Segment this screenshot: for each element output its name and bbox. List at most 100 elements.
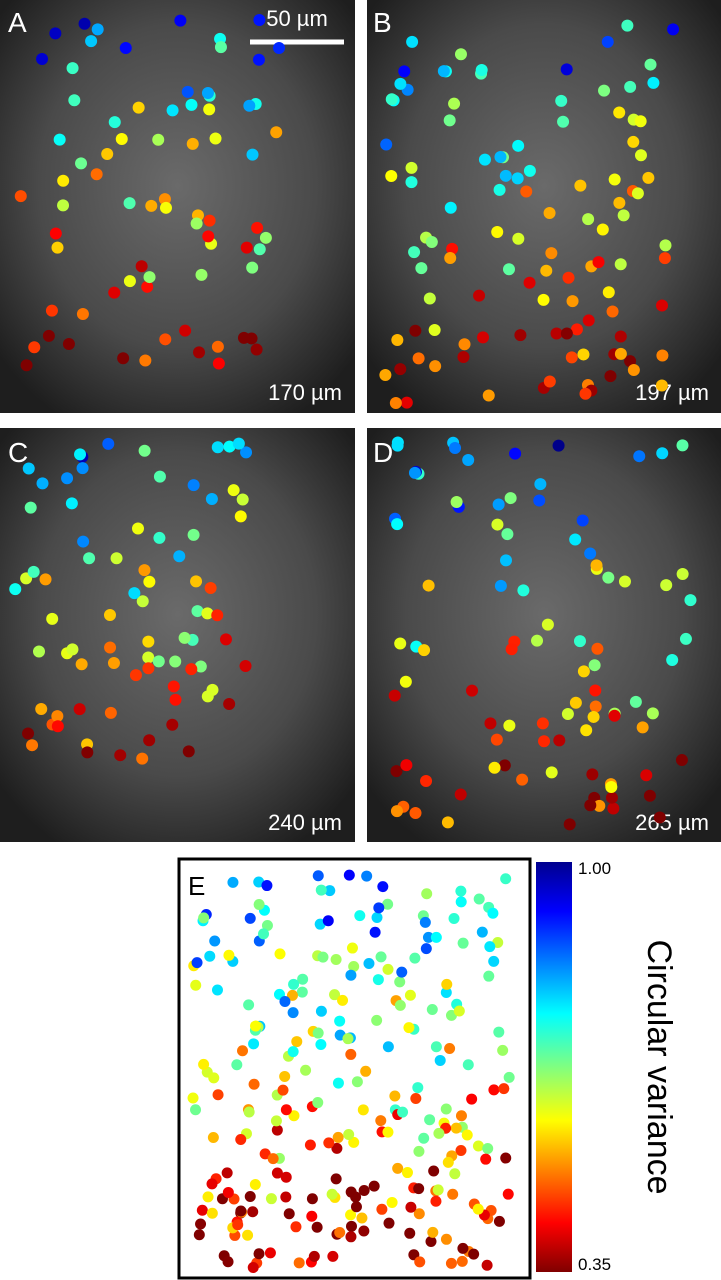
cell-dot [414, 1256, 426, 1268]
cell-dot [306, 1193, 318, 1205]
cell-dot [448, 913, 460, 925]
cell-dot [264, 1247, 276, 1259]
cell-dot [484, 941, 496, 953]
cell-dot [427, 1226, 439, 1238]
cell-dot [277, 1084, 289, 1096]
cell-dot [684, 594, 697, 607]
cell-dot [246, 148, 259, 161]
cell-dot [351, 1076, 363, 1088]
cell-dot [306, 1210, 318, 1222]
image-c [0, 428, 355, 842]
cell-dot [75, 157, 88, 170]
cell-dot [231, 1059, 243, 1071]
cell-dot [61, 472, 74, 485]
cell-dot [386, 1196, 398, 1208]
image-a [0, 0, 355, 413]
cell-dot [119, 41, 132, 54]
cell-dot [145, 199, 158, 212]
cell-dot [473, 893, 485, 905]
cell-dot [642, 171, 655, 184]
cell-dot [237, 331, 250, 344]
cell-dot [577, 665, 590, 678]
cell-dot [243, 99, 256, 112]
cell-dot [424, 1114, 436, 1126]
cell-dot [440, 1103, 452, 1115]
cell-dot [589, 684, 602, 697]
cell-dot [490, 733, 503, 746]
panel-letter: B [373, 7, 392, 38]
cell-dot [178, 631, 191, 644]
cell-dot [477, 331, 490, 344]
cell-dot [413, 1208, 425, 1220]
cell-dot [608, 709, 621, 722]
cell-dot [444, 1043, 456, 1055]
cell-dot [494, 579, 507, 592]
cell-dot [288, 1110, 300, 1122]
cell-dot [627, 363, 640, 376]
cell-dot [636, 721, 649, 734]
cell-dot [191, 957, 203, 969]
cell-dot [409, 807, 422, 820]
cell-dot [128, 587, 141, 600]
cell-dot [448, 97, 461, 110]
cell-dot [588, 659, 601, 672]
cell-dot [315, 884, 327, 896]
cell-dot [566, 295, 579, 308]
cell-dot [394, 77, 407, 90]
cell-dot [75, 658, 88, 671]
cell-dot [454, 788, 467, 801]
cell-dot [346, 942, 358, 954]
cell-dot [206, 1178, 218, 1190]
cell-dot [598, 84, 611, 97]
cell-dot [249, 1179, 261, 1191]
cell-dot [422, 931, 434, 943]
cell-dot [169, 655, 182, 668]
cell-dot [203, 103, 216, 116]
cell-dot [350, 1191, 362, 1203]
cell-dot [235, 1134, 247, 1146]
cell-dot [223, 949, 235, 961]
depth-label: 197 µm [635, 380, 709, 405]
cell-dot [283, 1208, 295, 1220]
cell-dot [308, 1250, 320, 1262]
cell-dot [538, 735, 551, 748]
cell-dot [83, 552, 96, 565]
cell-dot [208, 1072, 220, 1084]
cell-dot [212, 357, 225, 370]
cell-dot [570, 323, 583, 336]
cell-dot [205, 493, 218, 506]
cell-dot [484, 717, 497, 730]
cell-dot [280, 1104, 292, 1116]
cell-dot [143, 734, 156, 747]
cell-dot [253, 899, 265, 911]
cell-dot [592, 256, 605, 269]
cell-dot [653, 811, 666, 824]
cell-dot [502, 263, 515, 276]
cell-dot [397, 1106, 409, 1118]
cell-dot [246, 261, 259, 274]
cell-dot [375, 951, 387, 963]
cell-dot [253, 1248, 265, 1260]
cell-dot [437, 65, 450, 78]
cell-dot [627, 135, 640, 148]
cell-dot [243, 1106, 255, 1118]
cell-dot [398, 65, 411, 78]
cell-dot [280, 1171, 292, 1183]
cell-dot [232, 437, 245, 450]
cell-dot [405, 161, 418, 174]
cell-dot [46, 612, 59, 625]
cell-dot [433, 1127, 445, 1139]
cell-dot [222, 1256, 234, 1268]
cell-dot [383, 1217, 395, 1229]
cell-dot [236, 493, 249, 506]
cell-dot [141, 280, 154, 293]
cell-dot [487, 907, 499, 919]
cell-dot [35, 703, 48, 716]
cell-dot [531, 634, 544, 647]
cell-dot [553, 734, 566, 747]
cell-dot [602, 571, 615, 584]
cell-dot [500, 1152, 512, 1164]
cell-dot [458, 338, 471, 351]
cell-dot [425, 1236, 437, 1248]
cell-dot [240, 241, 253, 254]
